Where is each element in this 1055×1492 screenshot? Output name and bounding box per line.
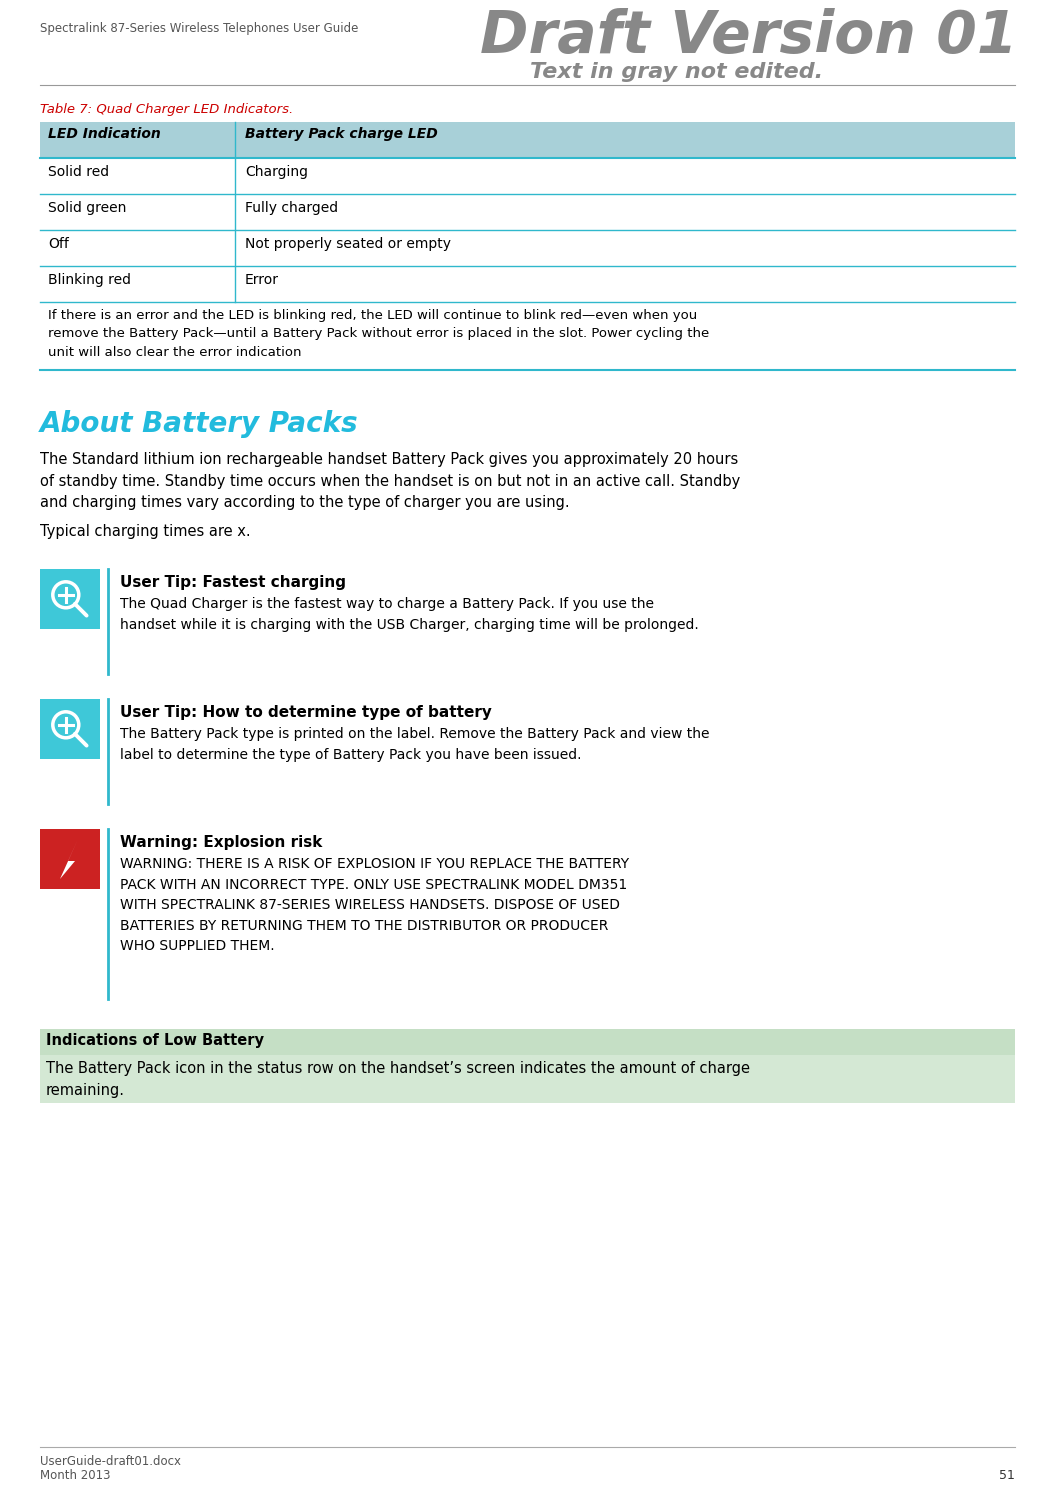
Text: Warning: Explosion risk: Warning: Explosion risk xyxy=(120,836,323,850)
Text: The Standard lithium ion rechargeable handset Battery Pack gives you approximate: The Standard lithium ion rechargeable ha… xyxy=(40,452,741,510)
Text: The Battery Pack icon in the status row on the handset’s screen indicates the am: The Battery Pack icon in the status row … xyxy=(46,1061,750,1098)
Text: Typical charging times are x.: Typical charging times are x. xyxy=(40,524,251,539)
Text: Solid red: Solid red xyxy=(47,166,109,179)
Text: Fully charged: Fully charged xyxy=(245,201,338,215)
Text: Text in gray not edited.: Text in gray not edited. xyxy=(530,63,823,82)
Text: Indications of Low Battery: Indications of Low Battery xyxy=(46,1032,264,1047)
Polygon shape xyxy=(60,839,78,879)
Text: 51: 51 xyxy=(999,1470,1015,1482)
Text: Battery Pack charge LED: Battery Pack charge LED xyxy=(245,127,438,142)
Text: User Tip: Fastest charging: User Tip: Fastest charging xyxy=(120,574,346,589)
Text: Table 7: Quad Charger LED Indicators.: Table 7: Quad Charger LED Indicators. xyxy=(40,103,293,116)
Bar xyxy=(40,698,100,759)
Text: Error: Error xyxy=(245,273,279,286)
Text: About Battery Packs: About Battery Packs xyxy=(40,410,359,439)
Text: If there is an error and the LED is blinking red, the LED will continue to blink: If there is an error and the LED is blin… xyxy=(47,309,709,360)
Text: Draft Version 01: Draft Version 01 xyxy=(480,7,1017,66)
Text: Month 2013: Month 2013 xyxy=(40,1470,111,1482)
Text: User Tip: How to determine type of battery: User Tip: How to determine type of batte… xyxy=(120,706,492,721)
Bar xyxy=(40,568,100,630)
Text: Solid green: Solid green xyxy=(47,201,127,215)
Bar xyxy=(40,122,1015,158)
Bar xyxy=(40,1055,1015,1103)
Text: Charging: Charging xyxy=(245,166,308,179)
Text: WARNING: THERE IS A RISK OF EXPLOSION IF YOU REPLACE THE BATTERY
PACK WITH AN IN: WARNING: THERE IS A RISK OF EXPLOSION IF… xyxy=(120,856,629,953)
Bar xyxy=(40,830,100,889)
Text: LED Indication: LED Indication xyxy=(47,127,160,142)
Text: The Quad Charger is the fastest way to charge a Battery Pack. If you use the
han: The Quad Charger is the fastest way to c… xyxy=(120,597,698,631)
Bar xyxy=(40,1029,1015,1055)
Text: UserGuide-draft01.docx: UserGuide-draft01.docx xyxy=(40,1455,181,1468)
Text: Not properly seated or empty: Not properly seated or empty xyxy=(245,237,450,251)
Text: The Battery Pack type is printed on the label. Remove the Battery Pack and view : The Battery Pack type is printed on the … xyxy=(120,727,710,761)
Text: Blinking red: Blinking red xyxy=(47,273,131,286)
Text: Spectralink 87-Series Wireless Telephones User Guide: Spectralink 87-Series Wireless Telephone… xyxy=(40,22,359,34)
Text: Off: Off xyxy=(47,237,69,251)
